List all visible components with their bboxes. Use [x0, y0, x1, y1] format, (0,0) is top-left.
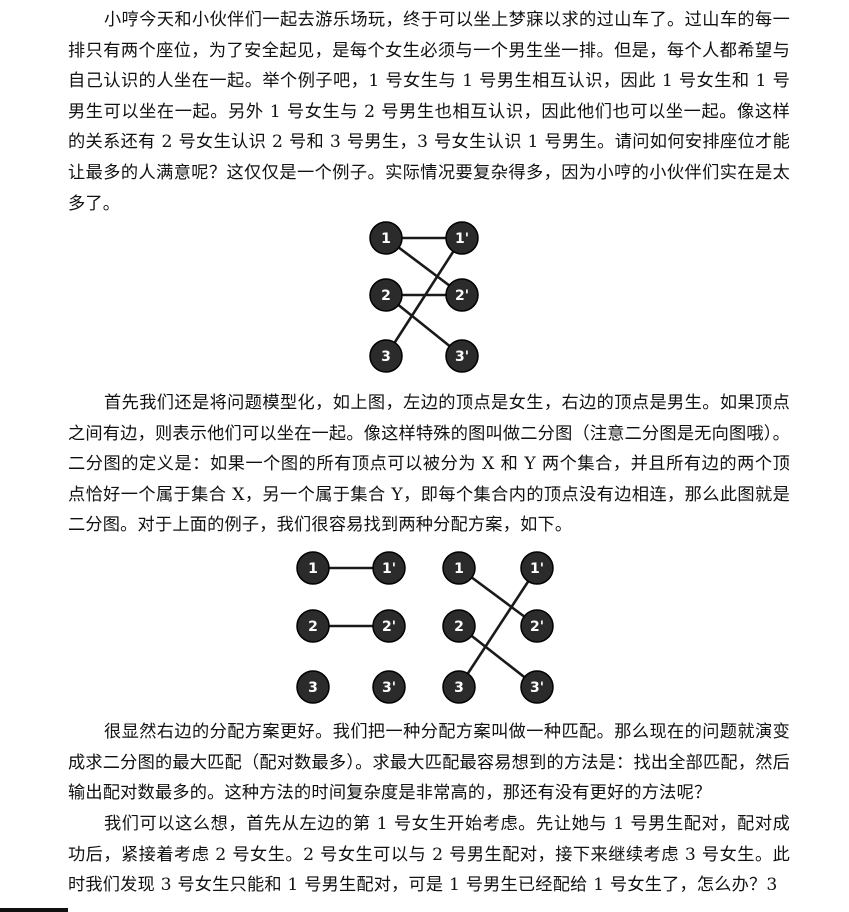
svg-text:1: 1: [308, 561, 318, 577]
svg-text:3: 3: [308, 680, 318, 696]
svg-text:2': 2': [530, 619, 544, 635]
matching-b-node-right-1: 1': [520, 551, 554, 585]
matching-a-node-left-1: 1: [296, 551, 330, 585]
matching-a-node-right-3: 3': [372, 670, 406, 704]
matching-a-nodes: 1 2 3 1' 2' 3': [296, 551, 406, 704]
graph-node-right-2: 2': [445, 278, 479, 312]
paragraph-intro: 小哼今天和小伙伴们一起去游乐场玩，终于可以坐上梦寐以求的过山车了。过山车的每一排…: [68, 10, 790, 214]
svg-text:3: 3: [454, 680, 464, 696]
paragraph-algorithm-intro: 我们可以这么想，首先从左边的第 1 号女生开始考虑。先让她与 1 号男生配对，配…: [68, 814, 790, 896]
paragraph-maximum-matching: 很显然右边的分配方案更好。我们把一种分配方案叫做一种匹配。那么现在的问题就演变成…: [68, 722, 790, 804]
matching-a-node-right-1: 1': [372, 551, 406, 585]
matching-b-nodes: 1 2 3 1' 2' 3': [442, 551, 554, 704]
graph-node-left-3: 3: [369, 339, 403, 373]
matching-b: 1 2 3 1' 2' 3': [442, 551, 554, 704]
svg-text:1: 1: [454, 561, 464, 577]
svg-text:3': 3': [455, 349, 469, 365]
svg-text:1': 1': [455, 231, 469, 247]
matching-a: 1 2 3 1' 2' 3': [296, 551, 406, 704]
matching-b-edge-3-1: [457, 567, 539, 688]
bipartite-graph-figure: 1 2 3 1' 2' 3': [369, 221, 479, 373]
svg-text:2: 2: [381, 288, 391, 304]
matching-b-node-right-3: 3': [520, 670, 554, 704]
graph-node-left-1: 1: [369, 221, 403, 255]
graph-edge-3-1: [384, 237, 464, 357]
matching-b-node-left-2: 2: [442, 609, 476, 643]
svg-text:2: 2: [454, 619, 464, 635]
svg-text:2: 2: [308, 619, 318, 635]
graph-nodes: 1 2 3 1' 2' 3': [369, 221, 479, 373]
matching-schemes-figure: 1 2 3 1' 2' 3' 1 2 3 1' 2' 3': [296, 551, 554, 704]
matching-a-node-left-3: 3: [296, 670, 330, 704]
svg-text:2': 2': [382, 619, 396, 635]
svg-text:2': 2': [455, 288, 469, 304]
matching-b-node-left-3: 3: [442, 670, 476, 704]
paragraph-bipartite-definition: 首先我们还是将问题模型化，如上图，左边的顶点是女生，右边的顶点是男生。如果顶点之…: [68, 393, 790, 536]
matching-a-node-right-2: 2': [372, 609, 406, 643]
matching-b-node-left-1: 1: [442, 551, 476, 585]
svg-text:3': 3': [382, 680, 396, 696]
page-bottom-rule: [0, 908, 68, 912]
graph-node-right-3: 3': [445, 339, 479, 373]
svg-text:3': 3': [530, 680, 544, 696]
svg-text:1: 1: [381, 231, 391, 247]
graph-node-left-2: 2: [369, 278, 403, 312]
matching-a-node-left-2: 2: [296, 609, 330, 643]
svg-text:3: 3: [381, 349, 391, 365]
svg-text:1': 1': [530, 561, 544, 577]
svg-text:1': 1': [382, 561, 396, 577]
matching-b-node-right-2: 2': [520, 609, 554, 643]
graph-node-right-1: 1': [445, 221, 479, 255]
